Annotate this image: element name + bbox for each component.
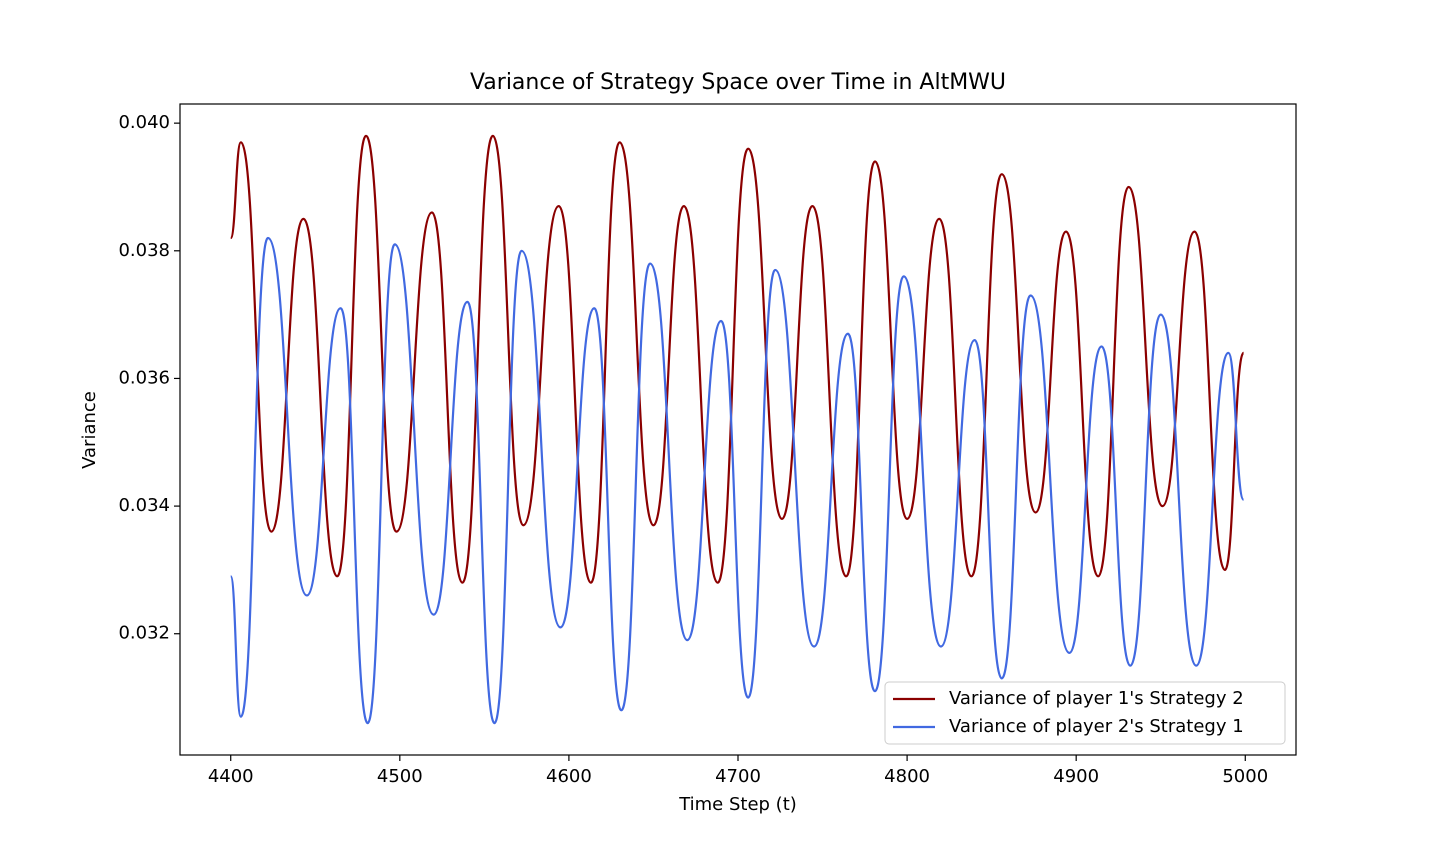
plot-frame <box>179 103 1297 756</box>
y-tick-label: 0.040 <box>118 112 170 133</box>
y-axis-label: Variance <box>79 391 100 469</box>
legend-label: Variance of player 2's Strategy 1 <box>949 716 1244 737</box>
chart-title: Variance of Strategy Space over Time in … <box>470 70 1006 95</box>
data-line <box>229 236 1245 725</box>
x-tick-label: 5000 <box>1222 766 1268 787</box>
legend-label: Variance of player 1's Strategy 2 <box>949 688 1244 709</box>
y-tick-label: 0.034 <box>118 495 170 516</box>
x-tick-label: 4600 <box>546 766 592 787</box>
y-tick-label: 0.036 <box>118 367 170 388</box>
data-line <box>229 134 1245 584</box>
x-tick-label: 4400 <box>208 766 254 787</box>
y-tick-label: 0.032 <box>118 623 170 644</box>
legend-box <box>884 681 1286 745</box>
x-axis-label: Time Step (t) <box>678 794 797 815</box>
x-tick-label: 4500 <box>377 766 423 787</box>
x-tick-label: 4800 <box>884 766 930 787</box>
x-tick-label: 4700 <box>715 766 761 787</box>
y-tick-label: 0.038 <box>118 240 170 261</box>
x-tick-label: 4900 <box>1053 766 1099 787</box>
